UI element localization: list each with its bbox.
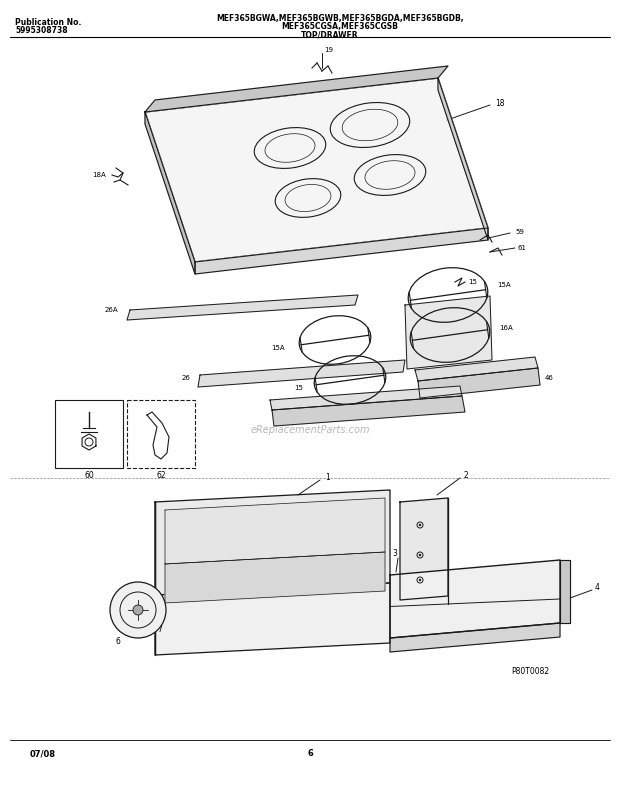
Polygon shape [390,560,560,638]
Circle shape [418,553,421,557]
Polygon shape [198,360,405,387]
Polygon shape [195,228,488,274]
Text: 1: 1 [325,473,330,481]
Polygon shape [145,112,195,274]
Polygon shape [127,295,358,320]
Text: 4: 4 [595,583,600,593]
Bar [55,400,123,468]
Polygon shape [270,386,462,410]
Bar [127,400,195,468]
Text: Publication No.: Publication No. [15,18,81,27]
Circle shape [418,579,421,581]
Text: 18A: 18A [92,172,106,178]
Polygon shape [272,396,465,426]
Text: 15: 15 [468,279,477,285]
Polygon shape [405,296,492,369]
Text: MEF365BGWA,MEF365BGWB,MEF365BGDA,MEF365BGDB,: MEF365BGWA,MEF365BGWB,MEF365BGDA,MEF365B… [216,14,464,23]
Text: 59: 59 [515,229,524,235]
Text: 07/08: 07/08 [30,750,56,758]
Text: eReplacementParts.com: eReplacementParts.com [250,425,370,435]
Text: 19: 19 [324,47,333,53]
Text: MEF365CGSA,MEF365CGSB: MEF365CGSA,MEF365CGSB [281,22,399,31]
Text: 7: 7 [157,626,162,634]
Text: TOP/DRAWER: TOP/DRAWER [301,30,359,39]
Circle shape [418,524,421,526]
Polygon shape [415,357,538,381]
Circle shape [133,605,143,615]
Text: 26: 26 [181,375,190,381]
Polygon shape [438,78,488,240]
Polygon shape [145,78,488,262]
Text: 15A: 15A [497,282,511,288]
Text: 26A: 26A [104,307,118,313]
Text: 16A: 16A [499,325,513,331]
Text: 60: 60 [84,472,94,480]
Polygon shape [155,583,390,655]
Text: 6: 6 [307,750,313,758]
Text: 2: 2 [463,472,467,480]
Circle shape [110,582,166,638]
Polygon shape [165,552,385,603]
Polygon shape [165,498,385,564]
Text: 15A: 15A [272,345,285,351]
Text: 62: 62 [156,472,166,480]
Text: 3: 3 [392,550,397,558]
Polygon shape [400,498,448,600]
Text: 15: 15 [294,385,303,391]
Polygon shape [390,623,560,652]
Text: 5995308738: 5995308738 [15,26,68,35]
Text: 6: 6 [115,637,120,647]
Polygon shape [155,490,390,595]
Polygon shape [145,66,448,112]
Text: 46: 46 [545,375,554,381]
Polygon shape [560,560,570,623]
Text: 61: 61 [518,245,527,251]
Text: P80T0082: P80T0082 [511,667,549,677]
Text: 18: 18 [495,98,505,108]
Polygon shape [418,368,540,398]
